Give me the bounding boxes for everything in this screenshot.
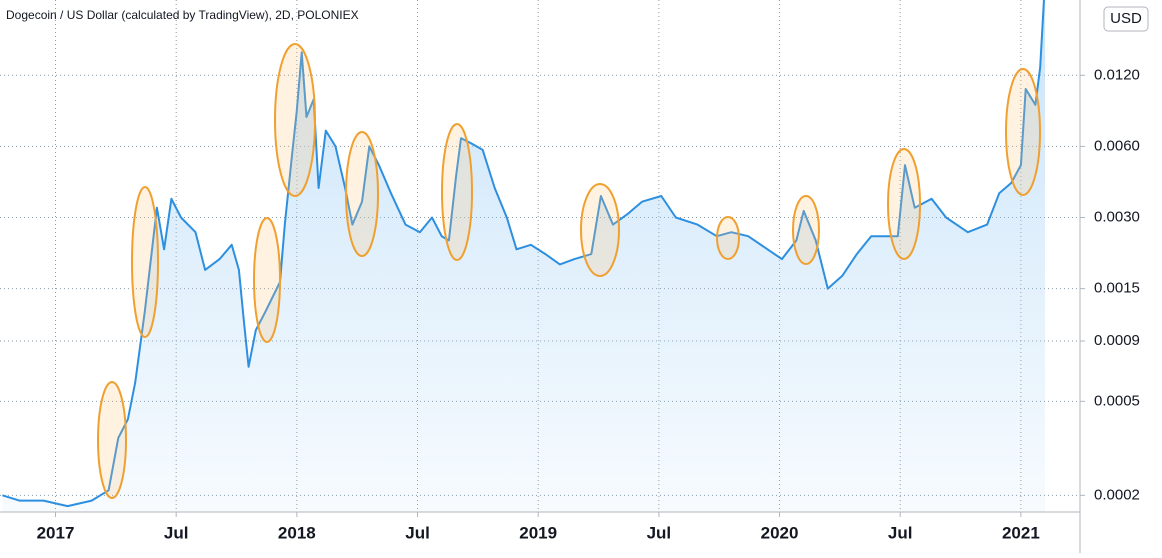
highlight-ellipse <box>716 216 740 260</box>
x-tick-label: Jul <box>164 523 189 542</box>
highlight-ellipse <box>345 131 379 257</box>
chart-title: Dogecoin / US Dollar (calculated by Trad… <box>6 8 359 22</box>
y-tick-label: 0.0030 <box>1094 208 1140 225</box>
highlight-ellipse <box>253 217 281 343</box>
x-tick-label: Jul <box>405 523 430 542</box>
highlight-ellipse <box>1005 68 1041 196</box>
plot-area <box>2 0 1045 512</box>
axes: 0.0002 0.0005 0.0009 0.0015 0.0030 0.0060 0.01… <box>37 66 1140 542</box>
y-tick-label: 0.0005 <box>1094 392 1140 409</box>
y-tick-label: 0.0009 <box>1094 332 1140 349</box>
highlight-ellipse <box>131 186 159 338</box>
annotations <box>97 43 1041 499</box>
y-tick-label: 0.0015 <box>1094 280 1140 297</box>
area-fill <box>2 0 1045 512</box>
highlight-ellipse <box>792 195 820 265</box>
y-tick-label: 0.0120 <box>1094 66 1140 83</box>
highlight-ellipse <box>887 148 921 260</box>
x-tick-label: Jul <box>888 523 913 542</box>
x-tick-label: 2020 <box>761 523 799 542</box>
x-tick-label: 2021 <box>1002 523 1040 542</box>
highlight-ellipse <box>97 381 127 499</box>
price-line <box>2 0 1045 508</box>
highlight-ellipse <box>441 123 473 261</box>
highlight-ellipse <box>580 183 620 277</box>
x-tick-label: Jul <box>647 523 672 542</box>
y-tick-label: 0.0060 <box>1094 137 1140 154</box>
x-tick-label: 2018 <box>278 523 316 542</box>
x-tick-label: 2017 <box>37 523 75 542</box>
highlight-ellipse <box>274 43 316 197</box>
x-tick-label: 2019 <box>519 523 557 542</box>
currency-badge <box>1103 6 1149 32</box>
y-tick-label: 0.0002 <box>1094 486 1140 503</box>
currency-label: USD <box>1110 10 1142 27</box>
